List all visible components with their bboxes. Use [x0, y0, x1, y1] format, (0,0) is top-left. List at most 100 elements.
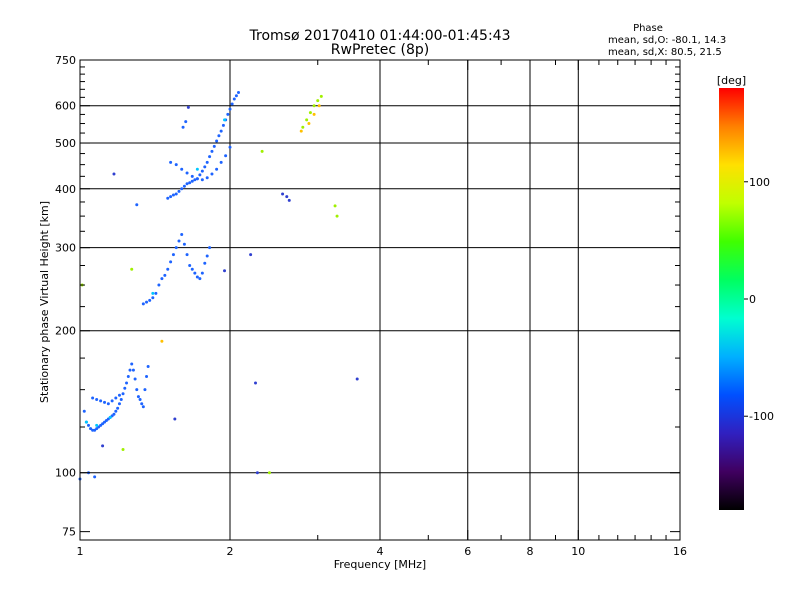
data-point [260, 149, 264, 153]
data-point [195, 275, 199, 279]
data-point [287, 198, 291, 202]
data-point [145, 374, 149, 378]
data-point [82, 409, 86, 413]
data-point [133, 377, 137, 381]
data-point [110, 399, 114, 403]
data-point [312, 104, 316, 108]
data-point [319, 94, 323, 98]
data-point [236, 90, 240, 94]
data-point [148, 298, 152, 302]
data-point [212, 144, 216, 148]
data-point [138, 397, 142, 401]
phase-stats-o: mean, sd,O: -80.1, 14.3 [608, 35, 726, 46]
data-point [173, 417, 177, 421]
chart-subtitle: RwPretec (8p) [331, 42, 429, 58]
x-axis-label: Frequency [MHz] [334, 558, 426, 571]
data-point [205, 160, 209, 164]
data-point [160, 277, 164, 281]
phase-stats-x: mean, sd,X: 80.5, 21.5 [608, 47, 722, 58]
data-point [193, 271, 197, 275]
data-point [219, 160, 223, 164]
data-point [123, 386, 127, 390]
data-point [215, 139, 219, 143]
y-tick-label: 400 [55, 183, 76, 196]
data-point [193, 178, 197, 182]
data-point [180, 187, 184, 191]
data-point [146, 364, 150, 368]
data-point [234, 94, 238, 98]
data-point [312, 112, 316, 116]
data-point [184, 120, 188, 124]
x-tick-label: 10 [571, 545, 585, 558]
axis-ticks [79, 59, 681, 540]
data-point [205, 254, 209, 258]
data-point [226, 112, 230, 116]
data-point [301, 125, 305, 129]
data-points [78, 90, 359, 481]
data-point [308, 111, 312, 115]
data-point [174, 163, 178, 167]
data-point [195, 177, 199, 181]
data-point [171, 253, 175, 257]
data-point [188, 264, 192, 268]
data-point [130, 362, 134, 366]
data-point [249, 253, 253, 257]
data-point [108, 415, 112, 419]
data-point [177, 189, 181, 193]
data-point [131, 368, 135, 372]
data-point [140, 402, 144, 406]
data-point [160, 339, 164, 343]
data-point [174, 192, 178, 196]
data-point [255, 471, 259, 475]
data-point [224, 154, 228, 158]
data-point [169, 195, 173, 199]
data-point [215, 167, 219, 171]
data-point [103, 400, 107, 404]
data-point [143, 388, 147, 392]
data-point [95, 423, 99, 427]
data-point [151, 291, 155, 295]
data-point [130, 267, 134, 271]
colorbar-tick-label: 100 [749, 176, 770, 189]
y-tick-label: 75 [62, 526, 76, 539]
data-point [221, 123, 225, 127]
x-tick-labels: 1 2 4 6 8 10 16 [77, 545, 688, 558]
y-tick-label: 500 [55, 137, 76, 150]
data-point [198, 277, 202, 281]
data-point [157, 283, 161, 287]
data-point [316, 99, 320, 103]
data-point [106, 402, 110, 406]
data-point [217, 134, 221, 138]
data-point [190, 174, 194, 178]
x-tick-label: 2 [227, 545, 234, 558]
data-point [121, 392, 125, 396]
chart-title: Tromsø 20170410 01:44:00-01:45:43 [249, 28, 511, 44]
data-point [126, 374, 130, 378]
plot-area: 1 2 4 6 8 10 16 75 100 200 300 400 500 600 750 [55, 54, 687, 558]
data-point [208, 246, 212, 250]
colorbar-gradient [719, 88, 744, 510]
data-point [228, 145, 232, 149]
data-point [355, 377, 359, 381]
data-point [185, 253, 189, 257]
data-point [121, 447, 125, 451]
data-point [219, 129, 223, 133]
data-point [93, 428, 97, 432]
data-point [117, 393, 121, 397]
data-point [198, 173, 202, 177]
data-point [125, 381, 129, 385]
x-tick-label: 4 [377, 545, 384, 558]
data-point [151, 296, 155, 300]
data-point [210, 149, 214, 153]
data-point [112, 172, 116, 176]
data-point [200, 169, 204, 173]
colorbar-tick-label: 0 [749, 293, 756, 306]
data-point [181, 125, 185, 129]
data-point [228, 107, 232, 111]
data-point [253, 381, 257, 385]
data-point [285, 195, 289, 199]
y-axis-label: Stationary phase Virtual Height [km] [38, 201, 51, 403]
data-point [117, 402, 121, 406]
phase-stats-heading: Phase [633, 23, 663, 34]
data-point [97, 425, 101, 429]
